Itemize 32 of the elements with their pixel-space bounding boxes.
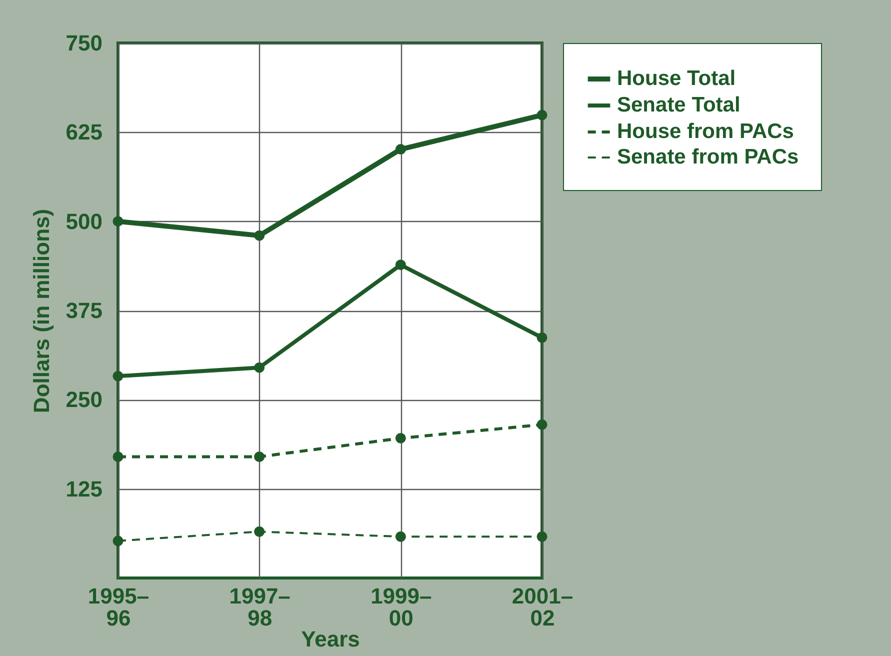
y-tick-label: 125 [66,476,102,502]
y-tick-label: 750 [66,30,102,56]
x-tick-label: 2001–02 [512,584,574,630]
point [395,531,406,542]
point [112,536,124,546]
point [536,419,548,430]
x-axis-title: Years [301,626,360,652]
y-axis-title: Dollars (in millions) [28,208,54,414]
y-tick-label: 500 [66,208,102,234]
point [395,432,406,444]
point [254,362,265,373]
point [395,260,406,270]
point [254,526,265,537]
point [112,370,124,382]
y-tick-label: 625 [66,120,102,145]
point [254,452,265,462]
y-tick-label: 250 [66,387,102,412]
y-tick-label: 375 [66,298,102,323]
point [536,110,548,120]
point [536,332,548,343]
x-tick-label: 1999–00 [370,584,432,630]
point [112,216,124,227]
point [536,531,548,542]
point [254,230,265,241]
point [395,144,406,155]
legend-label: Senate from PACs [617,146,799,168]
point [112,452,124,462]
legend-label: Senate Total [617,94,740,116]
x-tick-label: 1997–98 [229,584,290,630]
x-tick-label: 1995–96 [88,584,150,630]
legend-label: House from PACs [617,120,794,143]
legend-label: House Total [617,67,736,90]
